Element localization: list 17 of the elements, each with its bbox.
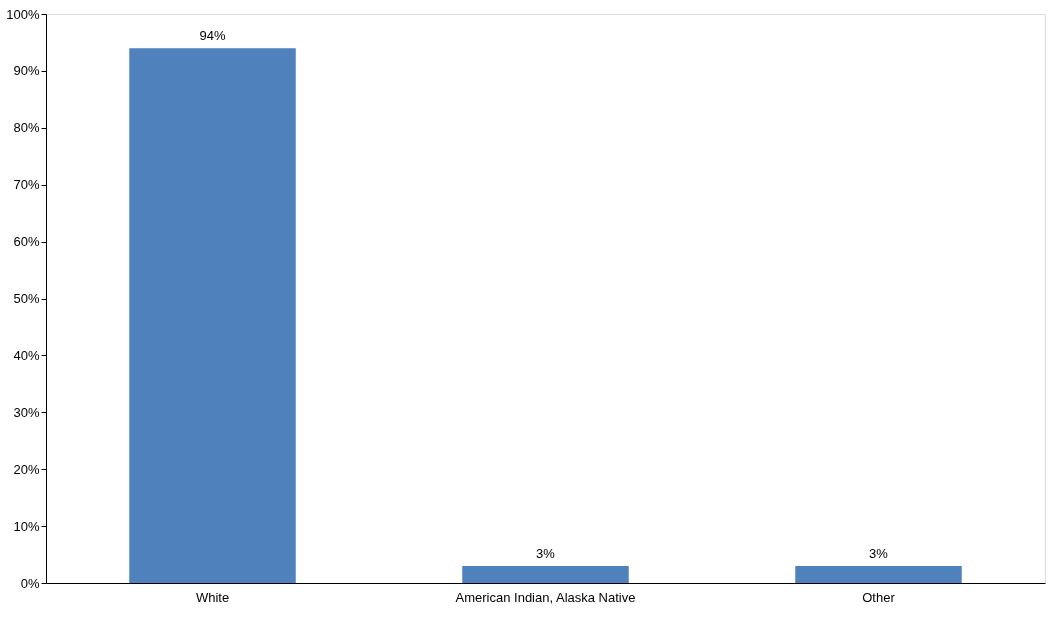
- data-label: 94%: [199, 28, 226, 44]
- x-tick-label: White: [195, 589, 230, 605]
- y-tick-label: 40%: [13, 347, 40, 363]
- y-tick-label: 100%: [6, 6, 40, 22]
- y-tick-label: 50%: [13, 291, 40, 306]
- y-tick-label: 60%: [13, 234, 40, 250]
- y-tick-label: 0%: [20, 575, 40, 591]
- y-tick-label: 30%: [13, 404, 40, 420]
- data-label: 3%: [869, 545, 889, 561]
- y-tick-label: 90%: [13, 63, 40, 79]
- y-tick-label: 70%: [13, 177, 40, 193]
- y-tick-label: 80%: [13, 120, 40, 136]
- x-tick-label: American Indian, Alaska Native: [455, 589, 636, 605]
- data-label: 3%: [536, 545, 556, 561]
- y-tick-label: 20%: [13, 461, 40, 477]
- y-tick-label: 10%: [13, 518, 40, 534]
- x-tick-label: Other: [862, 589, 896, 605]
